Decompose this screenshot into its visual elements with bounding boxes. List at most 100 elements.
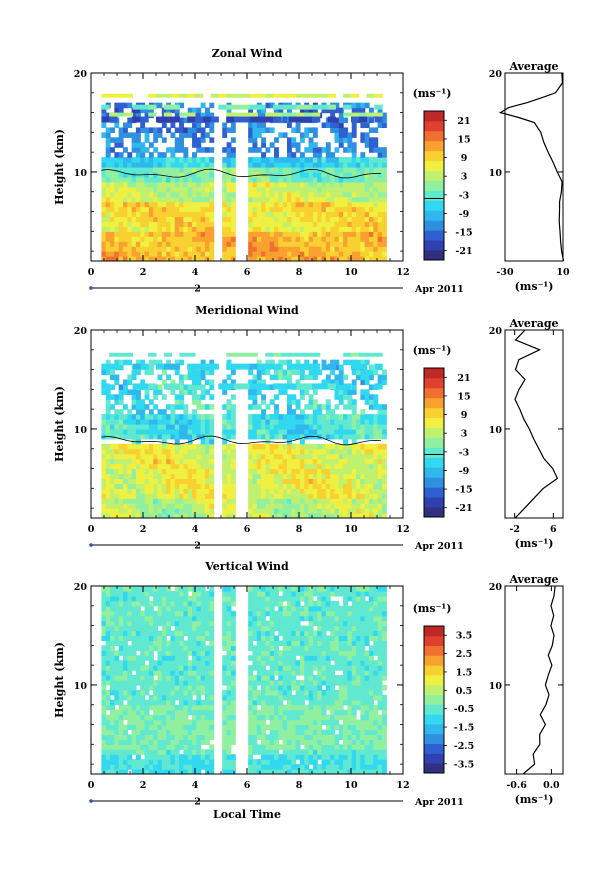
heatmap-cell (291, 251, 297, 257)
heatmap-cell (248, 675, 254, 681)
heatmap-cell (187, 670, 193, 676)
heatmap-cell (148, 769, 154, 774)
heatmap-cell (360, 458, 366, 465)
heatmap-cell (330, 167, 336, 173)
heatmap-cell (230, 650, 236, 656)
heatmap-cell (166, 709, 172, 716)
heatmap-cell (291, 201, 297, 208)
heatmap-cell (157, 359, 163, 366)
heatmap-cell (291, 493, 297, 499)
heatmap-cell (140, 595, 146, 602)
heatmap-cell (304, 374, 310, 381)
heatmap-cell (343, 104, 352, 110)
heatmap-cell (308, 226, 314, 232)
heatmap-cell (377, 231, 383, 237)
heatmap-cell (261, 640, 267, 646)
heatmap-cell (204, 670, 210, 676)
heatmap-cell (248, 419, 254, 425)
heatmap-cell (183, 729, 189, 736)
heatmap-cell (105, 473, 111, 480)
heatmap-cell (200, 665, 206, 671)
heatmap-cell (338, 399, 344, 405)
heatmap-cell (204, 729, 210, 736)
heatmap-cell (261, 769, 267, 774)
heatmap-cell (122, 513, 128, 518)
heatmap-cell (274, 498, 279, 504)
heatmap-cell (166, 714, 172, 721)
heatmap-cell (330, 127, 336, 133)
heatmap-cell (153, 181, 159, 188)
heatmap-cell (204, 424, 210, 430)
heatmap-cell (351, 256, 357, 261)
heatmap-cell (105, 759, 111, 765)
heatmap-cell (196, 419, 202, 425)
heatmap-cell (105, 241, 111, 247)
heatmap-cell (179, 759, 185, 765)
heatmap-cell (256, 216, 262, 223)
heatmap-cell (174, 473, 180, 480)
heatmap-cell (166, 251, 172, 257)
heatmap-cell (209, 605, 215, 612)
heatmap-cell (196, 739, 202, 745)
heatmap-cell (274, 428, 279, 435)
heatmap-cell (122, 359, 128, 366)
heatmap-cell (118, 428, 124, 435)
heatmap-cell (338, 389, 344, 395)
heatmap-cell (377, 424, 383, 430)
heatmap-cell (261, 503, 267, 509)
heatmap-cell (252, 605, 258, 612)
heatmap-cell (131, 759, 137, 765)
heatmap-cell (343, 478, 349, 484)
heatmap-cell (101, 453, 107, 460)
heatmap-cell (308, 186, 314, 193)
heatmap-cell (278, 389, 284, 395)
heatmap-cell (209, 620, 215, 627)
heatmap-cell (101, 231, 107, 237)
heatmap-cell (153, 448, 159, 455)
heatmap-cell (183, 675, 189, 681)
heatmap-cell (265, 749, 271, 755)
heatmap-cell (200, 655, 206, 661)
heatmap-cell (148, 419, 154, 425)
heatmap-cell (110, 186, 115, 193)
heatmap-cell (304, 236, 310, 242)
heatmap-cell (166, 147, 172, 153)
heatmap-cell (317, 162, 323, 168)
heatmap-cell (338, 206, 344, 213)
heatmap-cell (204, 615, 210, 622)
heatmap-cell (249, 383, 258, 390)
heatmap-cell (261, 246, 267, 252)
heatmap-cell (248, 694, 254, 701)
heatmap-cell (101, 724, 107, 731)
heatmap-cell (118, 759, 124, 765)
heatmap-cell (230, 191, 236, 198)
heatmap-cell (261, 680, 267, 686)
heatmap-cell (286, 122, 292, 129)
heatmap-cell (248, 137, 254, 143)
heatmap-cell (334, 102, 340, 109)
heatmap-cell (157, 463, 163, 470)
heatmap-cell (248, 749, 254, 755)
heatmap-cell (204, 448, 210, 455)
heatmap-cell (252, 191, 258, 198)
heatmap-cell (230, 488, 236, 494)
heatmap-cell (248, 508, 254, 514)
heatmap-cell (373, 241, 379, 247)
heatmap-cell (135, 241, 141, 247)
heatmap-cell (122, 157, 128, 163)
heatmap-cell (291, 513, 297, 518)
heatmap-cell (226, 112, 235, 117)
heatmap-cell (110, 211, 115, 218)
heatmap-cell (110, 670, 115, 676)
heatmap-cell (368, 226, 374, 232)
heatmap-cell (144, 719, 150, 726)
heatmap-cell (286, 404, 292, 410)
heatmap-cell (101, 759, 107, 765)
heatmap-cell (200, 739, 206, 745)
heatmap-cell (230, 508, 236, 514)
heatmap-cell (174, 660, 180, 666)
heatmap-cell (135, 428, 141, 435)
heatmap-cell (110, 605, 115, 612)
heatmap-cell (179, 709, 185, 716)
